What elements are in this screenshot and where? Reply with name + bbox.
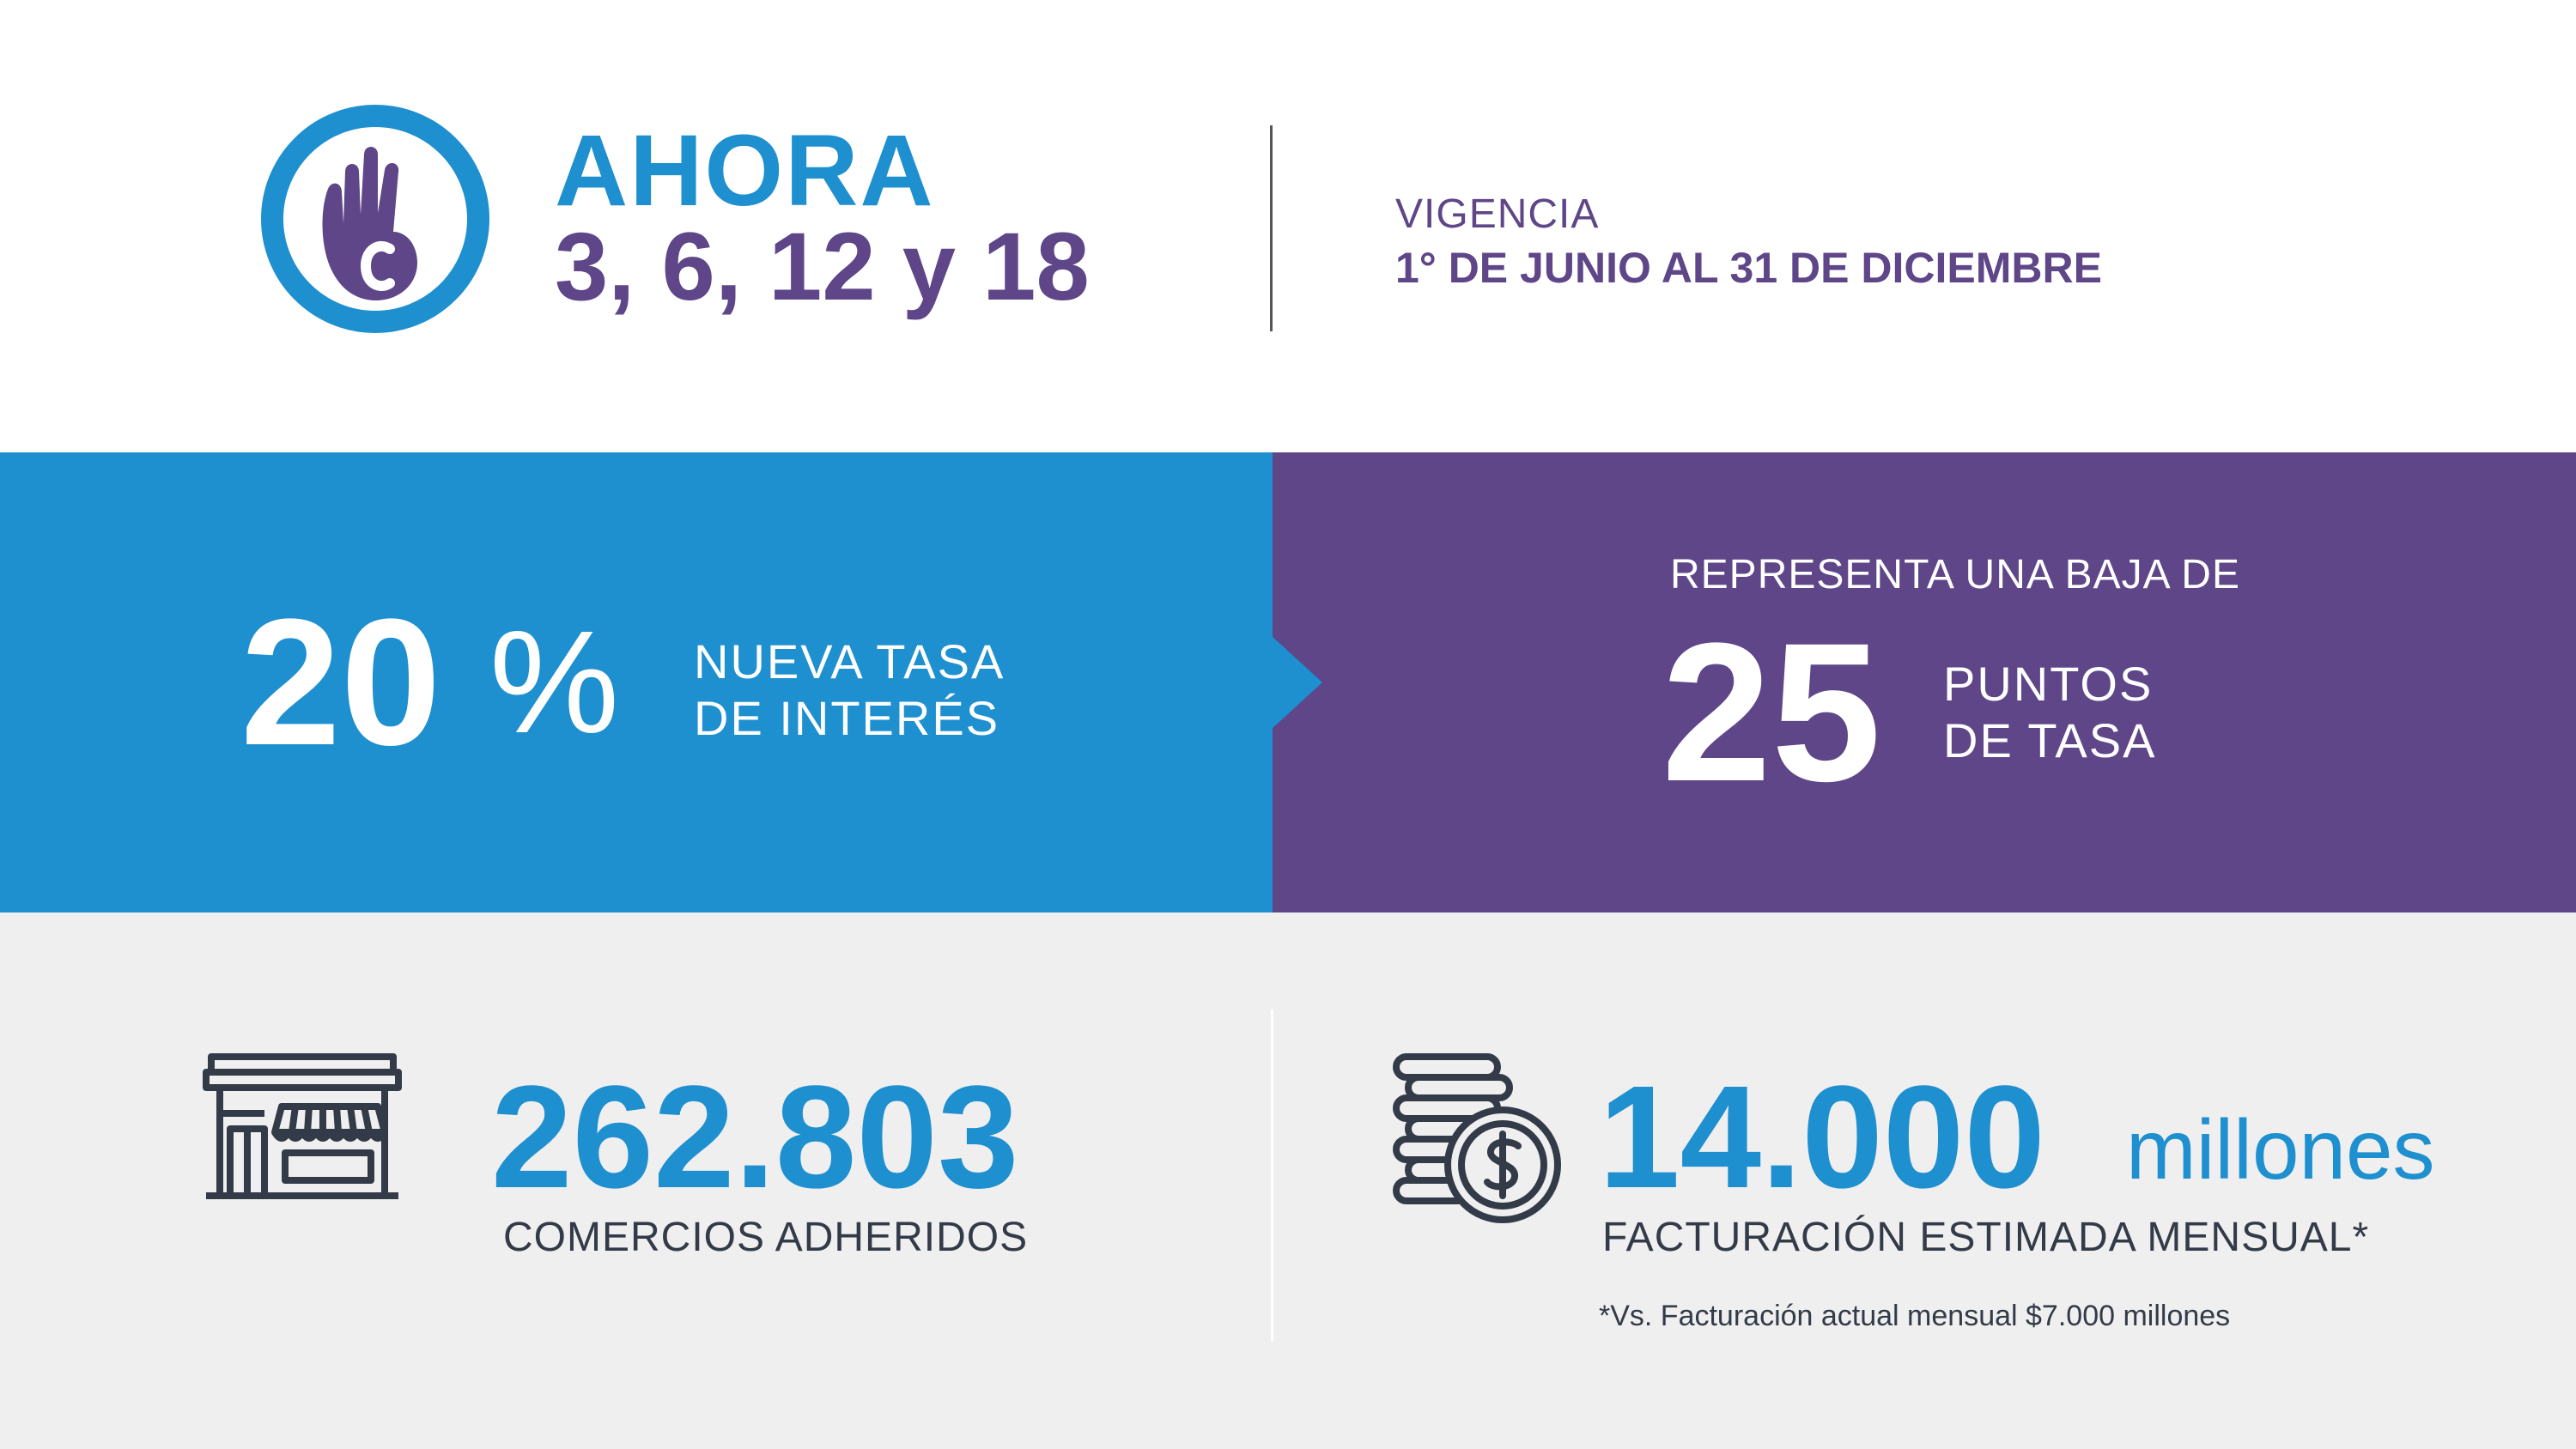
rate-number: 20 xyxy=(240,581,441,783)
reduction-number: 25 xyxy=(1662,602,1881,822)
hand-c-logo-icon xyxy=(261,105,489,333)
billing-amount: 14.000 xyxy=(1599,1056,2045,1219)
billing-footnote: *Vs. Facturación actual mensual $7.000 m… xyxy=(1599,1300,2231,1332)
brand-title: AHORA xyxy=(555,114,935,227)
commerce-label: COMERCIOS ADHERIDOS xyxy=(503,1215,1029,1260)
reduction-label-line2: DE TASA xyxy=(1943,713,2157,767)
coins-dollar-icon xyxy=(1393,1053,1561,1223)
rate-percent-sign: % xyxy=(489,601,620,764)
reduction-intro: REPRESENTA UNA BAJA DE xyxy=(1670,552,2240,597)
rate-label-line2: DE INTERÉS xyxy=(694,691,1000,745)
validity-label: VIGENCIA xyxy=(1395,191,1600,237)
rate-label: NUEVA TASA DE INTERÉS xyxy=(694,634,1005,747)
rate-label-line1: NUEVA TASA xyxy=(694,634,1005,688)
arrow-right-icon xyxy=(1271,635,1322,730)
commerce-count: 262.803 xyxy=(491,1056,1019,1219)
rate-panel xyxy=(0,452,1273,912)
reduction-label: PUNTOS DE TASA xyxy=(1943,656,2156,769)
header-divider xyxy=(1270,125,1273,331)
header-section xyxy=(0,0,2576,452)
billing-unit: millones xyxy=(2126,1102,2435,1197)
installments-subtitle: 3, 6, 12 y 18 xyxy=(555,213,1090,320)
storefront-icon xyxy=(203,1053,402,1199)
validity-dates: 1° DE JUNIO AL 31 DE DICIEMBRE xyxy=(1395,244,2102,292)
reduction-label-line1: PUNTOS xyxy=(1943,657,2154,711)
reduction-panel xyxy=(1273,452,2576,912)
stats-section xyxy=(0,912,2576,1449)
stats-divider xyxy=(1271,1009,1273,1341)
billing-label: FACTURACIÓN ESTIMADA MENSUAL* xyxy=(1602,1215,2370,1260)
